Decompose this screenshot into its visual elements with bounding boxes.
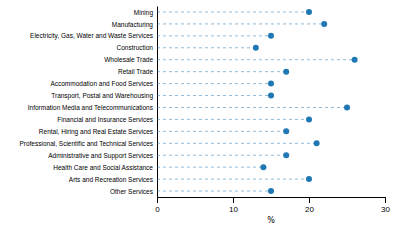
- dot: [344, 104, 350, 110]
- dot-stem: [157, 167, 263, 168]
- dot: [268, 81, 274, 87]
- y-tick-label: Information Media and Telecommunications: [28, 104, 154, 111]
- x-axis-title: %: [267, 216, 275, 225]
- dot: [352, 57, 358, 63]
- y-tick: Information Media and Telecommunications: [28, 104, 154, 111]
- dot-stem: [157, 179, 309, 180]
- dot: [283, 128, 289, 134]
- dot-stem: [157, 107, 347, 108]
- y-axis: Mining Manufacturing Electricity, Gas, Wat…: [19, 7, 157, 198]
- y-tick-label: Health Care and Social Assistance: [53, 164, 153, 171]
- dot-stem: [157, 59, 355, 60]
- x-tick-mark: [233, 197, 234, 203]
- y-tick-label: Other Services: [110, 188, 154, 195]
- x-tick: 30: [381, 197, 390, 214]
- y-tick-label: Professional, Scientific and Technical S…: [19, 140, 153, 147]
- y-tick: Electricity, Gas, Water and Waste Servic…: [30, 32, 154, 40]
- y-tick: Other Services: [110, 188, 154, 195]
- y-tick-label: Accommodation and Food Services: [50, 80, 153, 87]
- dot: [283, 152, 289, 158]
- y-tick-label: Electricity, Gas, Water and Waste Servic…: [30, 32, 154, 40]
- x-tick-label: 20: [305, 205, 314, 214]
- y-tick: Construction: [117, 44, 154, 51]
- y-tick-label: Mining: [134, 9, 154, 17]
- y-tick: Professional, Scientific and Technical S…: [19, 140, 153, 147]
- dot-stem: [157, 95, 271, 96]
- y-tick-label: Financial and Insurance Services: [57, 116, 153, 123]
- dot-stem: [157, 83, 271, 84]
- dot: [306, 116, 312, 122]
- dot: [314, 140, 320, 146]
- y-tick: Rental, Hiring and Real Estate Services: [39, 128, 154, 136]
- x-tick-label: 0: [155, 205, 160, 214]
- y-tick-label: Wholesale Trade: [104, 56, 153, 63]
- y-tick-label: Arts and Recreation Services: [69, 176, 154, 183]
- x-tick-mark: [309, 197, 310, 203]
- y-tick-label: Transport, Postal and Warehousing: [51, 92, 153, 100]
- dot-stem: [157, 11, 309, 12]
- dot-stem: [157, 131, 286, 132]
- dot-stem: [157, 71, 286, 72]
- y-tick-label: Rental, Hiring and Real Estate Services: [39, 128, 154, 136]
- x-tick: 10: [229, 197, 238, 214]
- marks: [157, 9, 358, 194]
- x-tick-label: 10: [229, 205, 238, 214]
- y-tick: Manufacturing: [112, 20, 154, 28]
- y-tick-label: Retail Trade: [118, 68, 153, 75]
- dot: [306, 9, 312, 15]
- y-tick: Health Care and Social Assistance: [53, 164, 153, 171]
- y-tick: Transport, Postal and Warehousing: [51, 92, 153, 100]
- y-axis-line: [157, 7, 158, 198]
- dot: [268, 93, 274, 99]
- plot: 0 10 20 30 Mining Manufacturing Electricity, G…: [19, 7, 390, 214]
- x-tick-mark: [157, 197, 158, 203]
- x-tick: 20: [305, 197, 314, 214]
- chart: 0 10 20 30 Mining Manufacturing Electricity, G…: [0, 0, 397, 227]
- dot-stem: [157, 47, 256, 48]
- dot: [306, 176, 312, 182]
- y-tick: Retail Trade: [118, 68, 153, 75]
- dot: [253, 45, 259, 51]
- y-tick: Administrative and Support Services: [48, 152, 154, 160]
- y-tick-label: Administrative and Support Services: [48, 152, 154, 160]
- y-tick: Arts and Recreation Services: [69, 176, 154, 183]
- dot-stem: [157, 119, 309, 120]
- y-tick: Financial and Insurance Services: [57, 116, 153, 123]
- y-tick: Wholesale Trade: [104, 56, 153, 63]
- dot: [268, 188, 274, 194]
- dot: [283, 69, 289, 75]
- y-tick-label: Manufacturing: [112, 20, 154, 28]
- x-tick-label: 30: [381, 205, 390, 214]
- dot: [268, 33, 274, 39]
- x-axis: 0 10 20 30: [155, 197, 390, 214]
- y-tick-label: Construction: [117, 44, 154, 51]
- dot: [321, 21, 327, 27]
- dot-stem: [157, 191, 271, 192]
- x-tick: 0: [155, 197, 160, 214]
- dot-stem: [157, 23, 324, 24]
- dot-stem: [157, 155, 286, 156]
- x-axis-line: [158, 198, 386, 204]
- y-tick: Accommodation and Food Services: [50, 80, 153, 87]
- dot-stem: [157, 143, 317, 144]
- dot: [260, 164, 266, 170]
- y-tick: Mining: [134, 9, 154, 17]
- x-tick-mark: [385, 197, 386, 203]
- dot-stem: [157, 35, 271, 36]
